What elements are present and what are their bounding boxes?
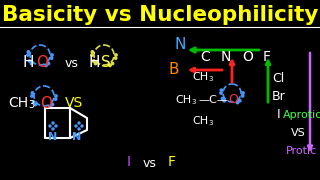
Text: O: O [242,50,253,64]
Text: F: F [263,50,271,64]
Text: C: C [200,50,210,64]
Circle shape [221,97,224,100]
Text: S: S [101,55,111,70]
Circle shape [111,62,114,65]
Text: Aprotic: Aprotic [283,110,320,120]
Circle shape [28,60,31,62]
Circle shape [50,57,53,59]
Text: I: I [127,155,131,169]
Circle shape [31,92,34,94]
Circle shape [78,128,80,130]
Circle shape [34,103,37,106]
Circle shape [220,92,222,94]
Text: CH: CH [8,96,28,110]
Circle shape [91,54,93,56]
Text: 3: 3 [191,99,196,105]
Text: N: N [72,132,82,142]
Circle shape [55,125,57,127]
Circle shape [239,100,241,102]
Circle shape [47,62,50,65]
Circle shape [109,64,111,67]
Text: N: N [48,132,58,142]
Circle shape [49,125,51,127]
Circle shape [115,54,117,56]
Circle shape [241,95,244,97]
Circle shape [52,122,54,124]
Circle shape [220,89,223,91]
Text: vs: vs [65,57,79,70]
Text: O: O [40,96,52,111]
Circle shape [78,122,80,124]
Circle shape [114,57,117,59]
Circle shape [45,64,47,67]
Circle shape [91,51,94,53]
Text: Basicity vs Nucleophilicity: Basicity vs Nucleophilicity [2,5,318,25]
Text: O: O [228,93,238,106]
Circle shape [81,125,83,127]
Circle shape [51,103,54,106]
Text: VS: VS [291,128,306,138]
Text: vs: vs [143,157,157,170]
Circle shape [49,105,51,108]
Circle shape [55,95,57,97]
Text: H: H [88,55,100,70]
Text: 3: 3 [208,120,212,126]
Text: 3: 3 [208,76,212,82]
Text: N: N [175,37,186,52]
Text: B: B [168,62,179,77]
Circle shape [94,62,97,65]
Text: VS: VS [65,96,83,110]
Circle shape [52,128,54,130]
Circle shape [27,54,29,56]
Circle shape [32,101,35,103]
Text: Cl: Cl [272,72,284,85]
Text: Br: Br [272,90,286,103]
Text: —C—: —C— [198,95,228,105]
Circle shape [30,62,33,65]
Text: I: I [277,108,281,121]
Text: H: H [22,55,34,70]
Text: Protic: Protic [286,146,317,156]
Text: CH: CH [192,116,208,126]
Circle shape [236,101,239,104]
Text: 3: 3 [28,100,34,110]
Circle shape [242,92,244,94]
Text: O: O [36,55,48,70]
Circle shape [75,125,77,127]
Text: N: N [221,50,231,64]
Circle shape [54,98,57,100]
Circle shape [223,100,225,102]
Circle shape [31,95,33,97]
Text: CH: CH [192,72,208,82]
Text: F: F [168,155,176,169]
Circle shape [92,60,95,62]
Circle shape [51,54,53,56]
Circle shape [27,51,30,53]
Text: CH: CH [175,95,191,105]
